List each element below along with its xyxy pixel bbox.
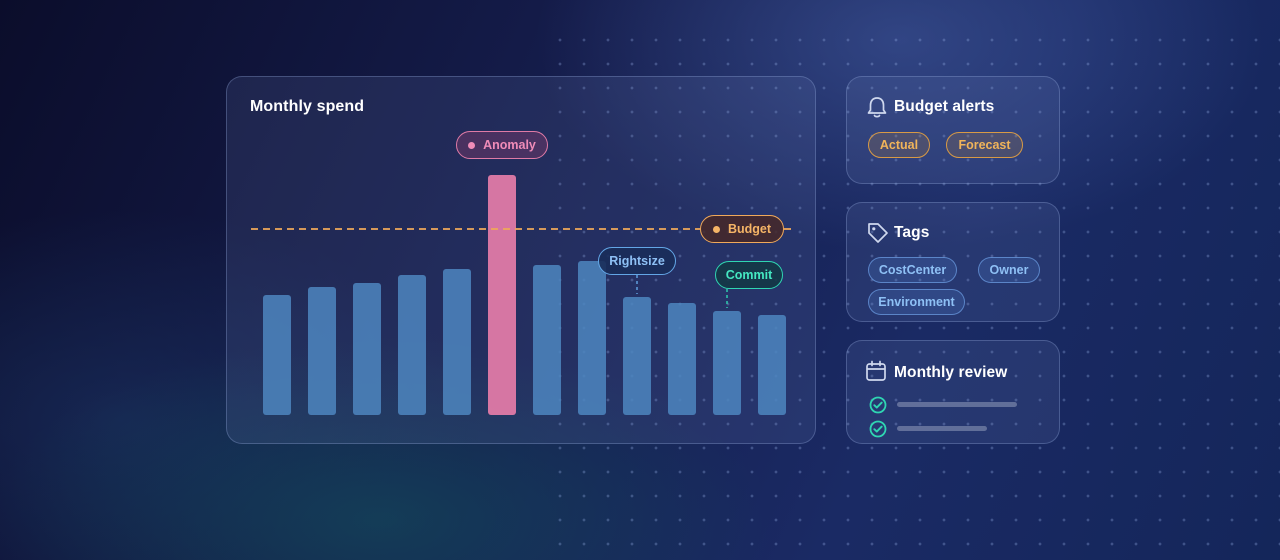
- spend-bar: [713, 311, 741, 415]
- budget-label-text: Budget: [727, 222, 772, 236]
- review-item-1-placeholder: [897, 402, 1017, 407]
- chip-forecast[interactable]: Forecast: [946, 132, 1023, 158]
- rightsize-label-text: Rightsize: [609, 254, 665, 268]
- budget-alerts-card: Budget alerts Actual Forecast: [846, 76, 1060, 184]
- check-circle-icon[interactable]: [869, 396, 887, 414]
- monthly-review-card: Monthly review: [846, 340, 1060, 444]
- review-item-2-placeholder: [897, 426, 987, 431]
- anomaly-label-text: Anomaly: [483, 138, 536, 152]
- spend-bar: [578, 261, 606, 415]
- tags-title: Tags: [894, 224, 930, 241]
- tags-card: Tags CostCenter Owner Environment: [846, 202, 1060, 322]
- anomaly-bar: [488, 175, 516, 415]
- spend-bar: [353, 283, 381, 415]
- chip-environment[interactable]: Environment: [868, 289, 965, 315]
- spend-bar: [263, 295, 291, 415]
- anomaly-dot-icon: [468, 141, 476, 149]
- calendar-icon: [866, 360, 886, 381]
- rightsize-label[interactable]: Rightsize: [598, 247, 676, 275]
- chip-actual[interactable]: Actual: [868, 132, 930, 158]
- monthly-review-title: Monthly review: [894, 364, 1008, 381]
- spend-bar: [623, 297, 651, 415]
- chart-title: Monthly spend: [250, 98, 365, 115]
- budget-alerts-title: Budget alerts: [894, 98, 995, 115]
- spend-bar: [398, 275, 426, 415]
- bell-icon: [867, 97, 887, 118]
- commit-label[interactable]: Commit: [715, 261, 783, 289]
- anomaly-label[interactable]: Anomaly: [456, 131, 548, 159]
- tag-icon: [868, 223, 888, 243]
- dot-grid-background: [548, 28, 1280, 560]
- commit-label-text: Commit: [725, 268, 773, 282]
- chip-costcenter[interactable]: CostCenter: [868, 257, 957, 283]
- budget-label[interactable]: Budget: [700, 215, 784, 243]
- spend-bar: [758, 315, 786, 415]
- spend-bar: [533, 265, 561, 415]
- chip-owner[interactable]: Owner: [978, 257, 1040, 283]
- spend-bar: [308, 287, 336, 415]
- monthly-spend-card: Monthly spend Anomaly Budget Rightsize C…: [226, 76, 816, 444]
- spend-bar: [668, 303, 696, 415]
- spend-bar: [443, 269, 471, 415]
- budget-dot-icon: [712, 225, 720, 233]
- monthly-spend-chart: [251, 175, 793, 415]
- check-circle-icon[interactable]: [869, 420, 887, 438]
